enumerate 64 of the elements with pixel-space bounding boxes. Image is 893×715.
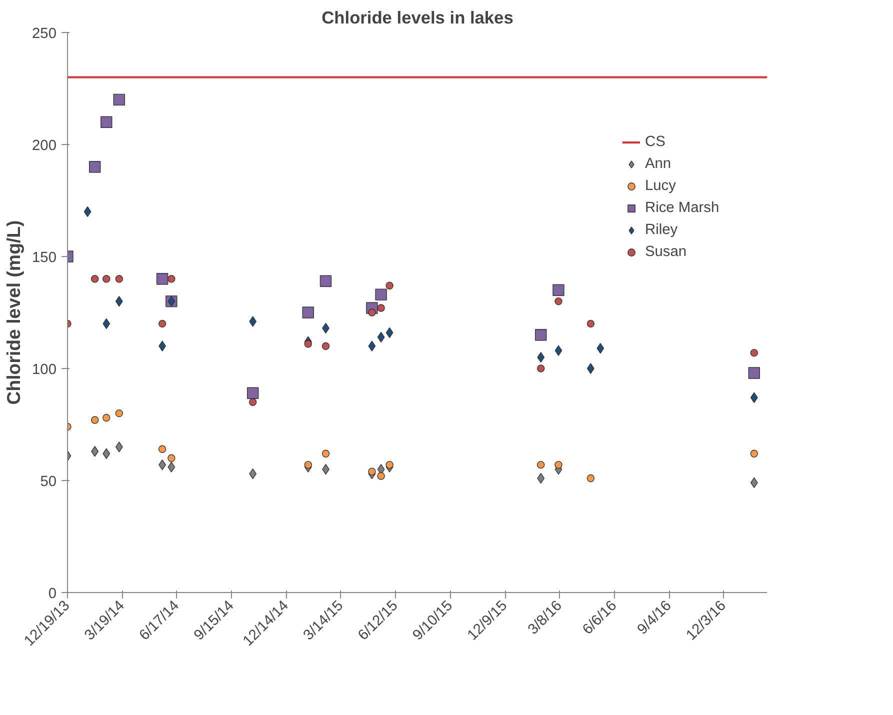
point <box>554 297 562 306</box>
legend-label: CS <box>645 134 666 150</box>
point <box>100 116 112 128</box>
point <box>322 342 330 350</box>
point <box>552 284 564 296</box>
point <box>320 275 332 287</box>
point <box>537 364 545 372</box>
point <box>88 161 101 173</box>
point <box>368 340 376 352</box>
y-tick-label: 150 <box>32 250 57 266</box>
y-tick-label: 200 <box>32 138 57 154</box>
point <box>750 450 758 458</box>
point <box>750 392 758 403</box>
point <box>168 462 176 472</box>
point <box>386 282 394 290</box>
point <box>386 460 394 469</box>
point <box>249 316 257 327</box>
legend-label: Rice Marsh <box>645 200 720 216</box>
point <box>246 387 259 399</box>
y-tick-label: 250 <box>32 26 57 42</box>
legend-label: Riley <box>645 222 678 238</box>
point <box>586 363 594 374</box>
point <box>158 445 166 453</box>
point <box>304 460 312 469</box>
point <box>304 340 312 348</box>
point <box>115 409 123 418</box>
point <box>554 345 562 356</box>
point <box>156 273 168 285</box>
point <box>113 94 125 106</box>
point <box>248 398 257 406</box>
point <box>554 460 562 469</box>
point <box>368 308 376 316</box>
point <box>368 468 376 476</box>
point <box>90 416 99 424</box>
legend-label: Susan <box>645 244 687 260</box>
point <box>115 442 123 452</box>
y-axis-title: Chloride level (mg/L) <box>3 220 24 405</box>
point <box>586 320 595 328</box>
point <box>377 332 385 342</box>
point <box>90 275 99 283</box>
y-tick-label: 100 <box>32 362 57 378</box>
point <box>91 446 99 457</box>
point <box>375 288 387 300</box>
legend-label: Ann <box>645 156 672 172</box>
point <box>537 460 545 469</box>
point <box>168 454 176 462</box>
point <box>102 275 110 283</box>
chart-title: Chloride levels in lakes <box>322 8 514 28</box>
point <box>102 448 110 459</box>
y-tick-label: 50 <box>40 474 57 490</box>
point <box>748 367 760 379</box>
point <box>322 450 330 458</box>
point <box>115 275 123 283</box>
point <box>750 348 758 357</box>
point <box>377 472 385 480</box>
y-tick-label: 0 <box>48 586 57 602</box>
point <box>102 414 110 422</box>
point <box>158 320 166 328</box>
point <box>377 304 385 312</box>
point <box>168 275 176 283</box>
point <box>302 306 314 318</box>
point <box>535 329 547 341</box>
point <box>586 474 595 482</box>
legend-label: Lucy <box>645 178 676 194</box>
